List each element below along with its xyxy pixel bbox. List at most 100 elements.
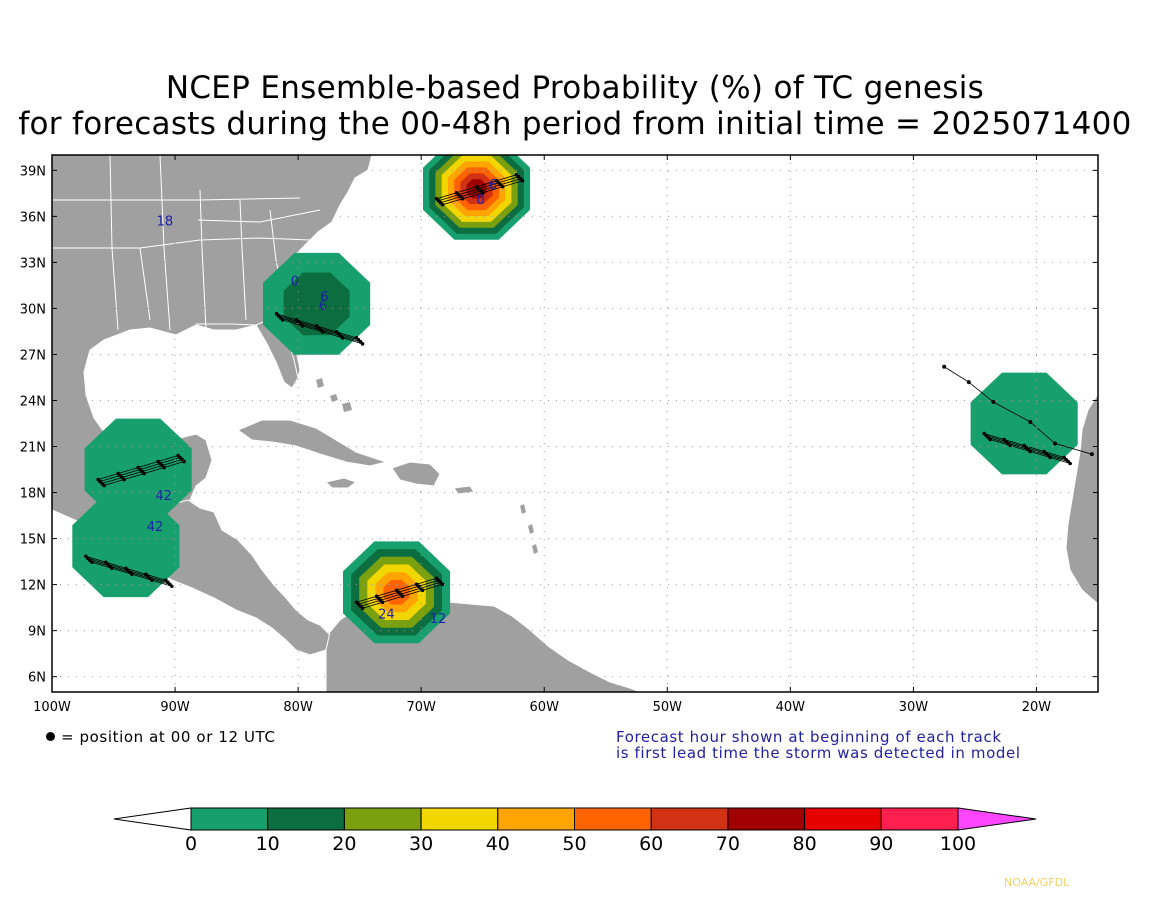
longitude-tick-label: 50W [653, 700, 683, 715]
track-position-dot [300, 324, 305, 328]
track-position-dot [460, 196, 465, 201]
track-position-dot [150, 578, 154, 583]
track-position-dot [182, 459, 186, 464]
probability-contour [72, 495, 180, 598]
latitude-tick-label: 39N [20, 164, 46, 179]
latitude-tick-label: 6N [28, 671, 46, 686]
track-position-dot [110, 566, 114, 571]
track-position-dot [360, 606, 365, 611]
track-position-dot [988, 437, 992, 442]
track-forecast-hour-label: 42 [155, 489, 172, 504]
longitude-tick-label: 60W [530, 700, 560, 715]
track-position-dot [320, 330, 325, 334]
colorbar-swatch [880, 807, 959, 831]
bahamas-islands [316, 378, 352, 412]
longitude-tick-label: 30W [899, 700, 929, 715]
track-forecast-hour-label: 6 [320, 290, 328, 305]
latitude-tick-label: 15N [20, 533, 46, 548]
probability-contour [84, 418, 192, 521]
track-position-dot [280, 318, 285, 322]
track-position-dot [1028, 449, 1032, 454]
track-position-dot [400, 594, 405, 599]
track-position-dot [142, 471, 146, 476]
track-position-dot [1048, 455, 1052, 460]
track-position-dot [130, 572, 134, 577]
cuba-island [236, 419, 388, 467]
track-position-dot [1008, 443, 1012, 448]
colorbar-low-arrow [113, 807, 192, 831]
forecast-hour-note-line2: is first lead time the storm was detecte… [616, 744, 1021, 762]
position-dot-note: = position at 00 or 12 UTC [46, 728, 276, 746]
colorbar-label: 10 [256, 833, 280, 855]
track-position-dot [1068, 461, 1072, 466]
colorbar-swatch [267, 807, 345, 831]
longitude-tick-label: 80W [283, 700, 313, 715]
track-position-dot [122, 477, 126, 482]
africa-landmass [1065, 393, 1098, 605]
latitude-tick-label: 24N [20, 394, 46, 409]
probability-contour [383, 579, 410, 605]
track-position-dot [90, 560, 94, 565]
track-forecast-hour-label: 18 [157, 215, 174, 230]
colorbar-swatch [420, 807, 499, 831]
latitude-tick-label: 27N [20, 348, 46, 363]
jamaica-island [325, 477, 358, 489]
latitude-tick-label: 9N [28, 625, 46, 640]
colorbar-label: 80 [793, 833, 817, 855]
track-forecast-hour-label: 0 [477, 193, 485, 208]
track-position-dot [340, 336, 345, 340]
track-position-dot [480, 190, 485, 195]
track-forecast-hour-label: 6 [319, 299, 327, 314]
colorbar-label: 70 [716, 833, 740, 855]
latitude-tick-label: 12N [20, 579, 46, 594]
track-position-dot [942, 364, 947, 369]
map-title-line2: for forecasts during the 00-48h period f… [18, 106, 1132, 142]
track-forecast-hour-label: 12 [430, 612, 447, 627]
latitude-tick-label: 18N [20, 487, 46, 502]
colorbar-label: 20 [332, 833, 356, 855]
probability-contour [970, 372, 1078, 475]
colorbar-swatch [574, 807, 652, 831]
track-position-dot [966, 380, 971, 385]
colorbar-swatch [650, 807, 729, 831]
colorbar-high-arrow [957, 807, 1037, 831]
track-forecast-hour-label: 24 [378, 607, 395, 622]
track-forecast-hour-label: 42 [147, 520, 164, 535]
colorbar-swatch [804, 807, 882, 831]
track-position-dot [1089, 452, 1094, 457]
track-forecast-hour-label: 0 [291, 274, 299, 289]
probability-contour [283, 272, 350, 336]
colorbar-label: 50 [562, 833, 586, 855]
map-title-line1: NCEP Ensemble-based Probability (%) of T… [165, 70, 985, 106]
colorbar-swatch [343, 807, 422, 831]
track-position-dot [991, 400, 996, 405]
track-forecast-hour-label: 6 [489, 178, 497, 193]
map-axes: 39N 36N 33N 30N 27N 24N 21N 18N 15N 12N 9N 6N 100W 90… [20, 155, 1098, 715]
track-position-dot [170, 584, 174, 589]
latitude-tick-label: 36N [20, 210, 46, 225]
colorbar-label: 60 [639, 833, 663, 855]
longitude-tick-label: 90W [160, 700, 190, 715]
longitude-tick-label: 20W [1022, 700, 1052, 715]
latitude-tick-label: 33N [20, 256, 46, 271]
position-dot-text: = position at 00 or 12 UTC [61, 728, 276, 746]
probability-shading-layer [72, 155, 1078, 644]
track-position-dot [360, 342, 365, 346]
hispaniola-island [391, 461, 441, 487]
longitude-tick-label: 70W [406, 700, 436, 715]
track-position-dot [1052, 441, 1057, 446]
longitude-tick-label: 40W [776, 700, 806, 715]
track-position-dot [162, 465, 166, 470]
colorbar-label: 100 [940, 833, 976, 855]
latitude-tick-label: 30N [20, 302, 46, 317]
track-position-dot [1028, 419, 1033, 424]
track-position-dot [440, 582, 445, 587]
colorbar-label: 40 [486, 833, 510, 855]
probability-colorbar: 0 10 20 30 40 50 60 70 80 90 100 [113, 807, 1037, 855]
position-dot-icon [46, 732, 55, 741]
lesser-antilles [520, 504, 538, 554]
track-position-dot [440, 202, 445, 207]
colorbar-label: 90 [869, 833, 893, 855]
